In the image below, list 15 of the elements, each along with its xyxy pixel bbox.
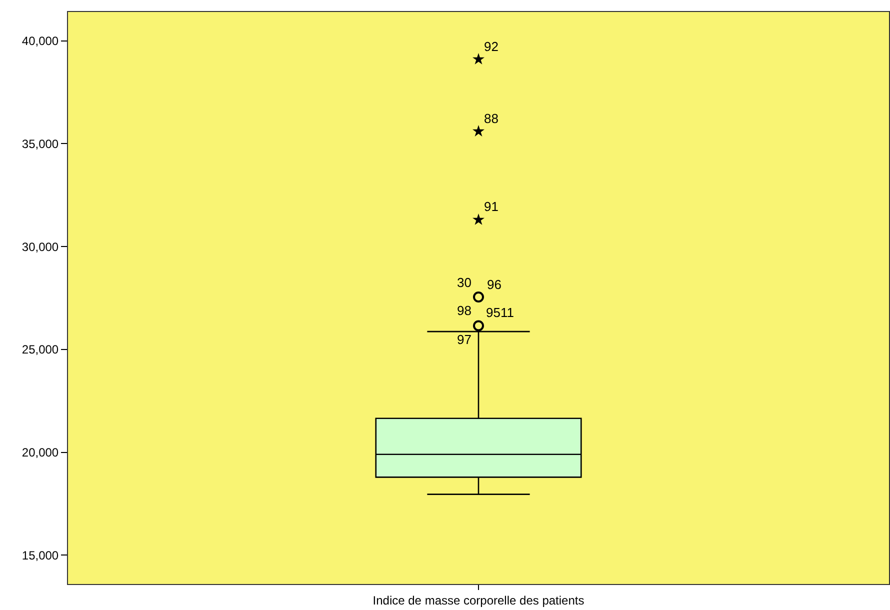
y-tick-label: 30,000 [22, 240, 59, 254]
y-tick-label: 25,000 [22, 342, 59, 357]
annotation: 97 [457, 332, 472, 347]
annotation: 98 [457, 303, 472, 318]
annotation: 9511 [486, 305, 514, 320]
annotation: 30 [457, 275, 472, 290]
annotation: 96 [487, 277, 502, 292]
annotation: 92 [484, 39, 498, 54]
x-tick-label: Indice de masse corporelle des patients [372, 593, 584, 608]
annotation: 91 [484, 199, 498, 214]
y-tick-label: 35,000 [22, 136, 59, 151]
y-tick-label: 15,000 [22, 548, 59, 562]
annotation: 88 [484, 111, 498, 126]
y-tick-label: 40,000 [22, 34, 59, 48]
y-tick-label: 20,000 [22, 446, 59, 460]
